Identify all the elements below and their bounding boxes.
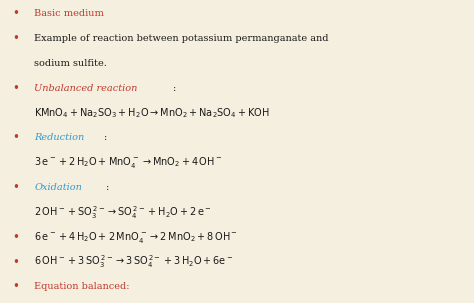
Text: •: • (12, 82, 19, 95)
Text: :: : (104, 133, 108, 142)
Text: Example of reaction between potassium permanganate and: Example of reaction between potassium pe… (34, 34, 328, 43)
Text: •: • (12, 181, 19, 194)
Text: $\rm 6\,e^- + 4\,H_2O + 2\,MnO_4^{\,-} \rightarrow 2\,MnO_2 + 8\,OH^-$: $\rm 6\,e^- + 4\,H_2O + 2\,MnO_4^{\,-} \… (34, 230, 238, 245)
Text: Oxidation: Oxidation (34, 183, 82, 192)
Text: :: : (173, 84, 176, 93)
Text: $\rm KMnO_4 + Na_2SO_3 + H_2O \rightarrow MnO_2 + Na_2SO_4 + KOH$: $\rm KMnO_4 + Na_2SO_3 + H_2O \rightarro… (34, 106, 270, 120)
Text: $\rm 3\,e^- + 2\,H_2O + MnO_4^{\,-} \rightarrow MnO_2 + 4\,OH^-$: $\rm 3\,e^- + 2\,H_2O + MnO_4^{\,-} \rig… (34, 155, 222, 170)
Text: sodium sulfite.: sodium sulfite. (34, 59, 107, 68)
Text: Equation balanced:: Equation balanced: (34, 282, 129, 291)
Text: $\rm 2\,OH^- + SO_3^{\,2-} \rightarrow SO_4^{\,2-} + H_2O + 2\,e^-$: $\rm 2\,OH^- + SO_3^{\,2-} \rightarrow S… (34, 204, 212, 221)
Text: •: • (12, 132, 19, 144)
Text: Reduction: Reduction (34, 133, 84, 142)
Text: •: • (12, 231, 19, 244)
Text: :: : (106, 183, 109, 192)
Text: $\rm 6\,OH^- + 3\,SO_3^{\,2-} \rightarrow 3\,SO_4^{\,2-} + 3\,H_2O + 6e^-$: $\rm 6\,OH^- + 3\,SO_3^{\,2-} \rightarro… (34, 254, 234, 271)
Text: Basic medium: Basic medium (34, 9, 104, 18)
Text: •: • (12, 7, 19, 20)
Text: •: • (12, 281, 19, 293)
Text: •: • (12, 256, 19, 268)
Text: Unbalanced reaction: Unbalanced reaction (34, 84, 137, 93)
Text: •: • (12, 32, 19, 45)
